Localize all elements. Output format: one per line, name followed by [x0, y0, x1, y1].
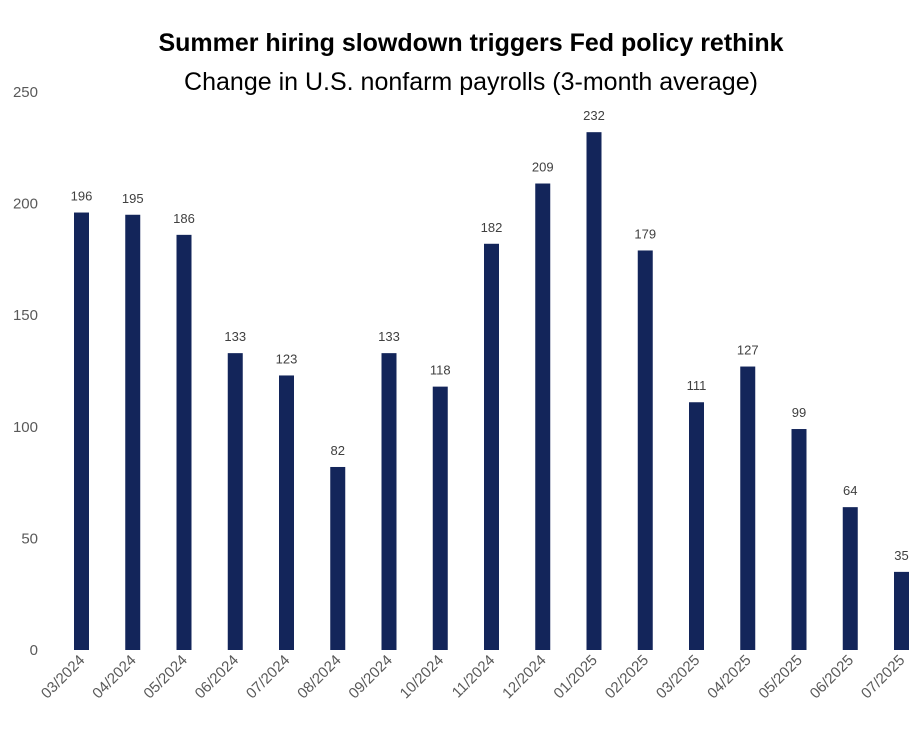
bar	[330, 466, 346, 650]
data-label: 196	[71, 189, 93, 204]
x-tick-label: 05/2024	[140, 652, 190, 702]
x-tick-label: 03/2025	[653, 652, 703, 702]
data-label: 127	[737, 343, 759, 358]
bar	[689, 402, 704, 650]
data-label: 182	[481, 220, 503, 235]
data-label: 133	[224, 329, 246, 344]
bar	[791, 429, 807, 650]
bar	[740, 366, 756, 650]
x-tick-label: 04/2024	[89, 652, 139, 702]
chart-title: Summer hiring slowdown triggers Fed poli…	[158, 29, 783, 57]
bar	[176, 234, 192, 650]
x-tick-label: 10/2024	[397, 652, 447, 702]
x-tick-label: 12/2024	[499, 652, 549, 702]
y-tick-label: 0	[30, 642, 38, 659]
data-label: 82	[331, 443, 345, 458]
data-label: 133	[378, 329, 400, 344]
x-tick-label: 06/2024	[192, 652, 242, 702]
data-label: 111	[687, 378, 707, 393]
x-tick-label: 05/2025	[755, 652, 805, 702]
y-tick-label: 250	[13, 84, 38, 101]
bar	[484, 243, 499, 650]
x-tick-label: 07/2025	[858, 652, 908, 702]
data-label: 123	[276, 351, 298, 366]
x-axis: 03/2024 04/2024 05/2024 06/2024 07/2024 08/20…	[38, 652, 908, 702]
y-tick-label: 100	[13, 419, 38, 436]
bar	[279, 375, 294, 650]
y-tick-label: 200	[13, 196, 38, 213]
x-tick-label: 01/2025	[550, 652, 600, 702]
x-tick-label: 04/2025	[704, 652, 754, 702]
chart-subtitle: Change in U.S. nonfarm payrolls (3-month…	[184, 68, 758, 96]
bar	[586, 132, 602, 650]
y-tick-label: 50	[21, 530, 38, 547]
bars	[74, 132, 909, 651]
x-tick-label: 08/2024	[294, 652, 344, 702]
bar	[74, 212, 89, 650]
data-label: 186	[173, 211, 195, 226]
x-tick-label: 11/2024	[449, 652, 499, 702]
data-label: 232	[583, 108, 605, 123]
bar	[894, 571, 909, 650]
data-label: 195	[122, 191, 144, 206]
data-label: 179	[634, 226, 656, 241]
x-tick-label: 07/2024	[243, 652, 293, 702]
y-axis: 0 50 100 150 200 250	[13, 84, 38, 659]
bar	[637, 250, 653, 651]
data-label: 118	[430, 363, 451, 378]
x-tick-label: 06/2025	[807, 652, 857, 702]
data-label: 99	[792, 405, 806, 420]
data-label: 209	[532, 160, 554, 175]
data-label: 64	[843, 483, 857, 498]
bar	[381, 353, 397, 650]
x-tick-label: 02/2025	[602, 652, 652, 702]
bar	[125, 214, 141, 650]
data-label: 35	[894, 548, 908, 563]
y-tick-label: 150	[13, 307, 38, 324]
x-tick-label: 09/2024	[345, 652, 395, 702]
data-labels: 196 195 186 133 123 82 133 118 182 209 232 179 111 12…	[71, 108, 909, 563]
bar	[432, 386, 448, 650]
bar	[227, 353, 243, 650]
x-tick-label: 03/2024	[38, 652, 88, 702]
bar	[842, 507, 858, 650]
bar	[535, 183, 551, 650]
